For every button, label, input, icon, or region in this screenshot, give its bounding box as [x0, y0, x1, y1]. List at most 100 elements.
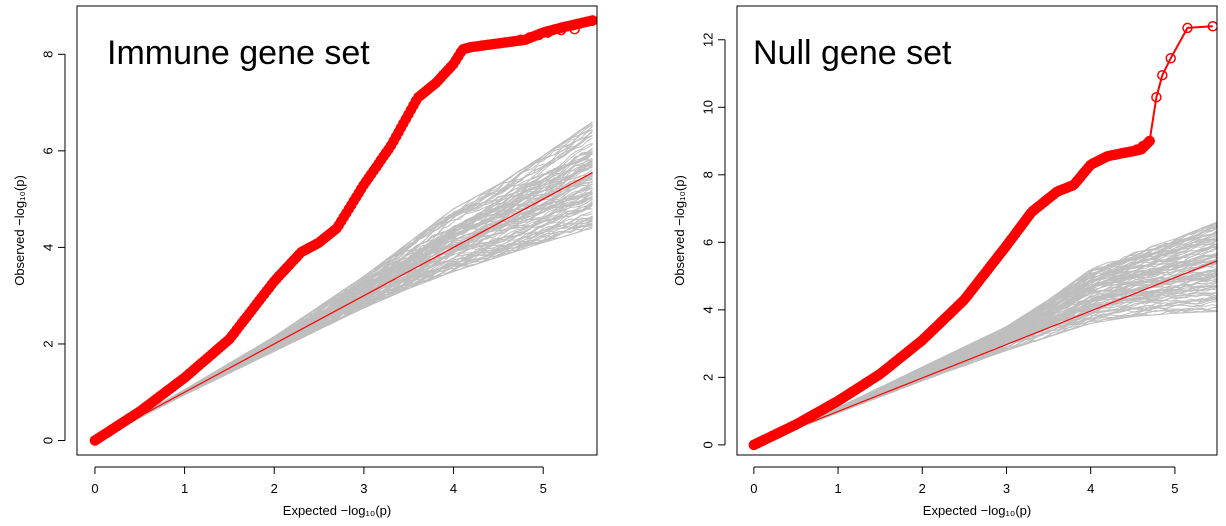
y-tick-label: 0: [40, 437, 55, 444]
null-simulation-line: [94, 227, 593, 441]
observed-tail-line: [1136, 25, 1213, 151]
null-simulation-line: [94, 220, 593, 441]
x-tick-label: 3: [360, 481, 367, 496]
observed-point: [251, 298, 262, 310]
x-tick-label: 2: [271, 481, 278, 496]
x-axis-title: Expected −log₁₀(p): [923, 503, 1031, 518]
null-simulation-line: [753, 253, 1217, 446]
observed-tail-line: [520, 19, 593, 41]
observed-tail-point: [587, 15, 597, 26]
observed-tail-point: [542, 27, 553, 38]
x-tick-label: 0: [750, 481, 757, 496]
plot-area: [89, 15, 597, 446]
panel-title: Null gene set: [753, 34, 952, 72]
observed-tail-point: [569, 23, 580, 35]
x-tick-label: 5: [540, 481, 547, 496]
null-simulation-line: [94, 218, 593, 441]
null-simulation-line: [753, 310, 1217, 446]
null-simulation-line: [753, 294, 1217, 446]
y-axis-title: Observed −log₁₀(p): [672, 175, 687, 286]
observed-point: [256, 292, 267, 303]
observed-point: [231, 324, 242, 335]
null-simulation-line: [94, 219, 593, 441]
observed-point: [246, 305, 257, 316]
null-simulation-line: [94, 200, 593, 441]
observed-point: [263, 282, 275, 294]
null-simulation-line: [753, 278, 1217, 446]
panel-1: 0 1 2 3 4 5 0 2 4 6 8 Expected −log₁₀(p) Observed −l…: [12, 5, 598, 518]
y-tick-label: 10: [700, 100, 715, 114]
y-tick-label: 4: [40, 244, 55, 251]
reference-line: [94, 172, 593, 442]
x-tick-label: 4: [1087, 481, 1094, 496]
null-simulation-line: [94, 225, 593, 441]
observed-point: [229, 327, 240, 339]
plot-frame: [736, 5, 1218, 456]
null-simulation-line: [753, 296, 1217, 446]
x-tick-label: 5: [1171, 481, 1178, 496]
null-simulation-line: [94, 196, 593, 441]
null-simulation-line: [94, 224, 593, 441]
plot-frame: [76, 5, 598, 456]
null-simulation-line: [94, 215, 593, 441]
observed-point: [258, 289, 270, 300]
null-simulation-line: [753, 307, 1217, 446]
null-simulation-line: [753, 301, 1217, 446]
null-simulation-line: [94, 210, 593, 441]
y-tick-label: 2: [700, 374, 715, 381]
observed-tail-point: [1144, 135, 1155, 147]
observed-point: [241, 311, 252, 323]
null-simulation-line: [94, 223, 593, 441]
null-simulation-line: [753, 306, 1217, 446]
observed-tail-point: [1157, 69, 1168, 81]
null-simulation-line: [94, 222, 593, 441]
null-simulation-line: [94, 202, 593, 441]
observed-tail-point: [1151, 91, 1162, 103]
x-tick-label: 0: [91, 481, 98, 496]
observed-point: [445, 61, 456, 73]
observed-point: [243, 308, 255, 319]
null-simulation-line: [753, 281, 1217, 446]
y-tick-label: 0: [700, 441, 715, 448]
null-simulation-line: [94, 203, 593, 441]
null-simulation-line: [753, 297, 1217, 446]
null-simulation-line: [753, 296, 1217, 446]
y-tick-label: 2: [40, 340, 55, 347]
y-tick-label: 12: [700, 33, 715, 47]
null-simulation-line: [94, 198, 593, 441]
observed-tail-point: [1137, 140, 1149, 152]
null-simulation-line: [94, 218, 593, 441]
x-tick-label: 2: [919, 481, 926, 496]
reference-line: [753, 260, 1217, 446]
null-simulation-line: [94, 226, 593, 441]
observed-tail-point: [1165, 53, 1176, 64]
null-simulation-line: [94, 128, 593, 441]
observed-point: [224, 333, 235, 345]
null-simulation-line: [753, 299, 1217, 446]
observed-point: [233, 321, 245, 332]
y-axis-title: Observed −log₁₀(p): [12, 175, 27, 286]
null-simulation-line: [753, 310, 1217, 446]
null-simulation-line: [753, 294, 1217, 446]
null-simulation-line: [753, 279, 1217, 446]
null-simulation-line: [753, 307, 1217, 446]
observed-tail-point: [1207, 21, 1217, 32]
null-simulation-line: [753, 297, 1217, 446]
null-simulation-line: [753, 304, 1217, 446]
null-simulation-line: [94, 121, 593, 441]
y-tick-label: 8: [700, 171, 715, 178]
null-simulation-line: [753, 298, 1217, 446]
observed-point: [248, 301, 260, 313]
y-tick-label: 6: [700, 239, 715, 246]
y-tick-label: 4: [700, 306, 715, 313]
observed-tail-point: [1182, 22, 1193, 34]
null-simulation-line: [753, 307, 1217, 446]
x-tick-label: 4: [450, 481, 457, 496]
y-tick-label: 6: [40, 147, 55, 154]
observed-point: [226, 330, 238, 342]
observed-point: [236, 317, 247, 329]
x-tick-label: 3: [1003, 481, 1010, 496]
observed-tail-point: [555, 24, 567, 36]
